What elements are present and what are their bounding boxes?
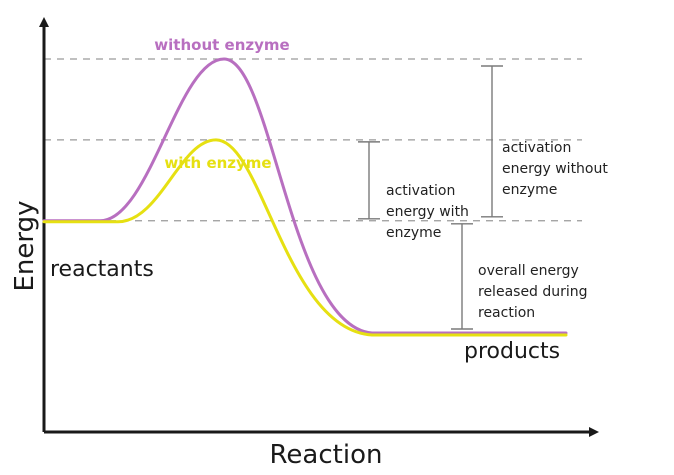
annotation-overall-released-line-1: overall energy [478,263,579,279]
annotation-activation-with-line-2: energy with [386,204,469,220]
annotation-activation-with-line-1: activation [386,183,455,199]
bracket-activation-energy-without-enzyme [481,65,503,218]
series-label-without-enzyme: without enzyme [154,36,289,54]
annotation-overall-released-line-2: released during [478,284,588,300]
bracket-overall-energy-released [451,223,473,330]
annotation-activation-with-line-3: enzyme [386,225,441,241]
series-line-with-enzyme [42,138,568,337]
series-line-without-enzyme [42,57,568,335]
level-label-reactants: reactants [50,257,154,282]
series-label-with-enzyme: with enzyme [164,154,271,172]
y-axis-label: Energy [10,200,40,291]
annotation-activation-without-line-2: energy without [502,161,608,177]
annotation-overall-released-line-3: reaction [478,305,535,321]
level-label-products: products [464,339,560,364]
annotation-activation-without-line-1: activation [502,140,571,156]
x-axis-label: Reaction [270,440,383,470]
bracket-activation-energy-with-enzyme [358,141,380,220]
annotation-activation-without-line-3: enzyme [502,182,557,198]
